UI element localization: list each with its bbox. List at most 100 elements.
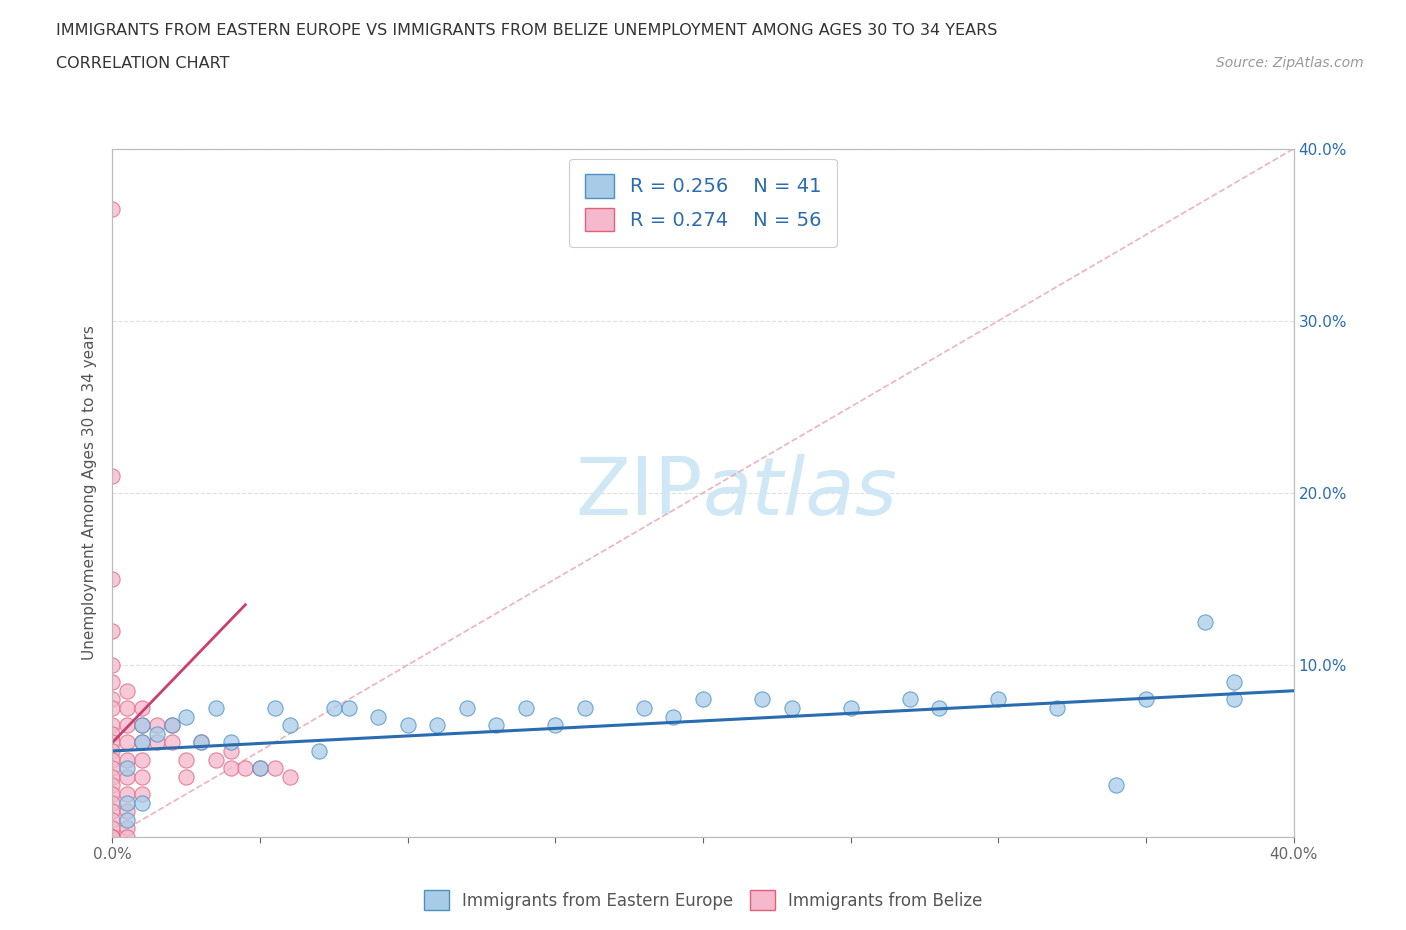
Point: [426, 718, 449, 733]
Point: [323, 700, 346, 715]
Point: [101, 623, 124, 638]
Point: [101, 202, 124, 217]
Point: [117, 718, 138, 733]
Point: [396, 718, 419, 733]
Point: [278, 769, 301, 784]
Point: [987, 692, 1010, 707]
Point: [249, 761, 271, 776]
Point: [1135, 692, 1157, 707]
Point: [205, 752, 228, 767]
Point: [190, 735, 212, 750]
Point: [574, 700, 596, 715]
Point: [101, 572, 124, 587]
Point: [131, 718, 153, 733]
Point: [131, 735, 153, 750]
Point: [101, 830, 124, 844]
Point: [146, 726, 169, 741]
Point: [101, 830, 124, 844]
Point: [662, 710, 685, 724]
Legend: R = 0.256    N = 41, R = 0.274    N = 56: R = 0.256 N = 41, R = 0.274 N = 56: [569, 158, 837, 246]
Point: [174, 769, 197, 784]
Point: [278, 718, 301, 733]
Point: [249, 761, 271, 776]
Point: [117, 795, 138, 810]
Point: [131, 718, 153, 733]
Point: [101, 804, 124, 818]
Point: [1105, 777, 1128, 792]
Point: [117, 813, 138, 828]
Point: [219, 735, 242, 750]
Point: [264, 700, 287, 715]
Point: [101, 769, 124, 784]
Point: [485, 718, 508, 733]
Point: [131, 787, 153, 802]
Point: [101, 692, 124, 707]
Text: Source: ZipAtlas.com: Source: ZipAtlas.com: [1216, 56, 1364, 70]
Point: [131, 769, 153, 784]
Point: [101, 830, 124, 844]
Point: [101, 761, 124, 776]
Text: atlas: atlas: [703, 454, 898, 532]
Point: [839, 700, 862, 715]
Point: [101, 700, 124, 715]
Point: [515, 700, 537, 715]
Point: [101, 744, 124, 759]
Point: [101, 658, 124, 672]
Legend: Immigrants from Eastern Europe, Immigrants from Belize: Immigrants from Eastern Europe, Immigran…: [418, 884, 988, 917]
Point: [174, 752, 197, 767]
Point: [780, 700, 803, 715]
Point: [264, 761, 287, 776]
Point: [337, 700, 360, 715]
Point: [233, 761, 256, 776]
Point: [1046, 700, 1069, 715]
Point: [117, 769, 138, 784]
Point: [101, 830, 124, 844]
Point: [219, 744, 242, 759]
Point: [101, 787, 124, 802]
Point: [117, 830, 138, 844]
Point: [160, 718, 183, 733]
Point: [117, 804, 138, 818]
Point: [1223, 692, 1246, 707]
Point: [101, 830, 124, 844]
Point: [692, 692, 714, 707]
Point: [101, 777, 124, 792]
Point: [456, 700, 478, 715]
Point: [190, 735, 212, 750]
Point: [117, 700, 138, 715]
Point: [205, 700, 228, 715]
Text: IMMIGRANTS FROM EASTERN EUROPE VS IMMIGRANTS FROM BELIZE UNEMPLOYMENT AMONG AGES: IMMIGRANTS FROM EASTERN EUROPE VS IMMIGR…: [56, 23, 998, 38]
Point: [898, 692, 921, 707]
Point: [101, 718, 124, 733]
Point: [160, 735, 183, 750]
Text: ZIP: ZIP: [575, 454, 703, 532]
Point: [131, 700, 153, 715]
Point: [544, 718, 567, 733]
Point: [117, 761, 138, 776]
Point: [751, 692, 773, 707]
Point: [101, 675, 124, 690]
Point: [146, 718, 169, 733]
Point: [117, 684, 138, 698]
Point: [117, 787, 138, 802]
Point: [1223, 675, 1246, 690]
Point: [101, 735, 124, 750]
Point: [101, 795, 124, 810]
Point: [160, 718, 183, 733]
Point: [367, 710, 389, 724]
Point: [117, 735, 138, 750]
Point: [928, 700, 950, 715]
Point: [1194, 615, 1216, 630]
Point: [101, 821, 124, 836]
Point: [308, 744, 330, 759]
Point: [633, 700, 655, 715]
Point: [131, 735, 153, 750]
Point: [117, 821, 138, 836]
Y-axis label: Unemployment Among Ages 30 to 34 years: Unemployment Among Ages 30 to 34 years: [82, 326, 97, 660]
Point: [101, 752, 124, 767]
Point: [146, 735, 169, 750]
Point: [219, 761, 242, 776]
Point: [174, 710, 197, 724]
Point: [131, 752, 153, 767]
Point: [101, 726, 124, 741]
